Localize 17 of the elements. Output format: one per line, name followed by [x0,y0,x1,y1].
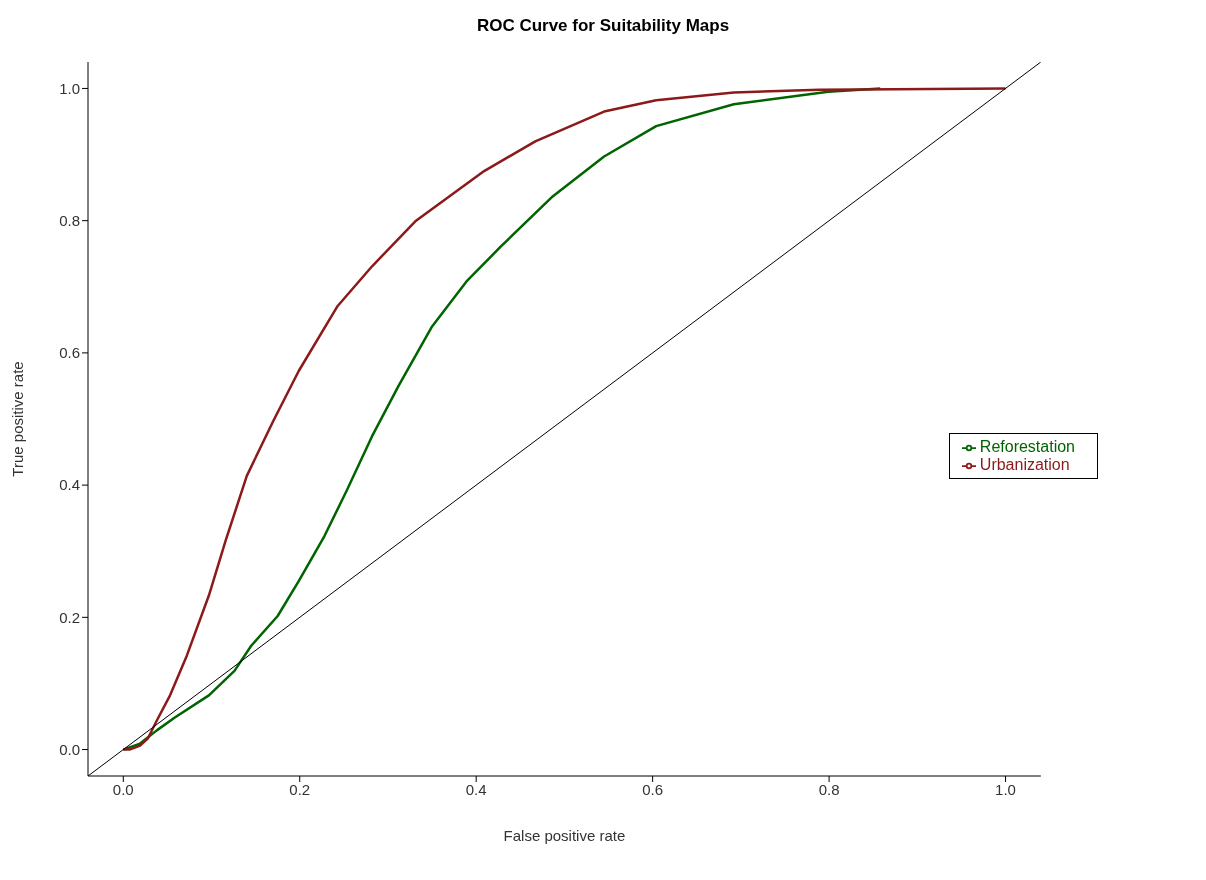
y-tick-label: 1.0 [59,79,80,97]
x-axis-title: False positive rate [503,827,626,844]
x-tick-label: 0.0 [112,780,134,798]
x-tick-label: 0.2 [289,780,311,798]
y-axis-title: True positive rate [9,361,27,477]
legend-label: Urbanization [979,456,1070,473]
y-tick-label: 0.2 [59,608,80,626]
x-tick-label: 1.0 [995,780,1016,798]
y-tick-label: 0.4 [59,476,80,494]
y-tick-label: 0.6 [59,344,80,362]
x-tick-label: 0.4 [465,780,487,798]
x-tick-label: 0.6 [642,780,664,798]
y-tick-label: 0.0 [59,740,80,758]
y-tick-label: 0.8 [59,211,80,229]
chart-title: ROC Curve for Suitability Maps [475,15,731,37]
x-tick-label: 0.8 [818,780,840,798]
legend-label: Reforestation [979,438,1075,455]
